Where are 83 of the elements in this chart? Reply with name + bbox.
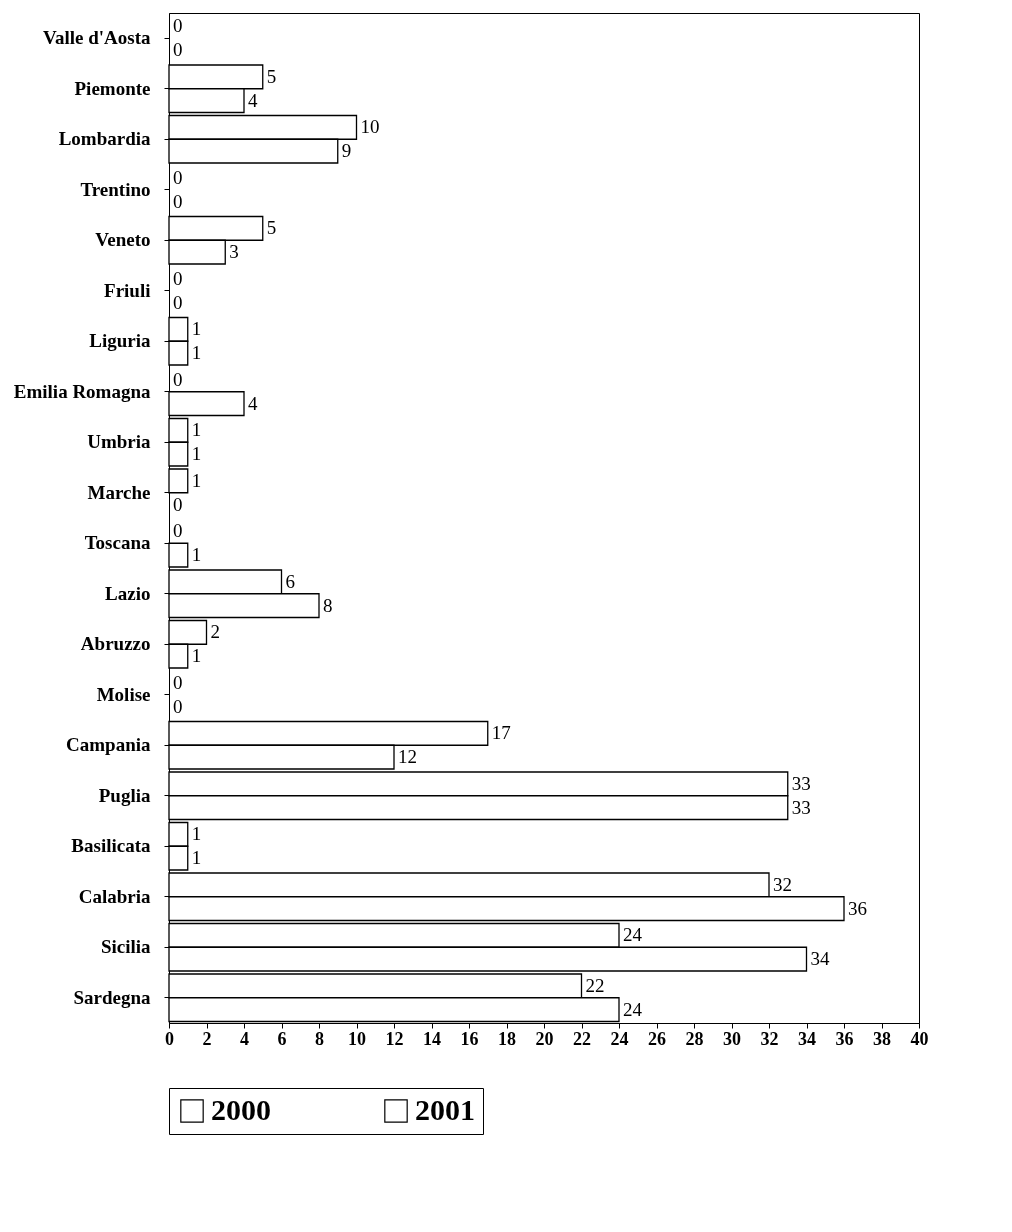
x-tick-label: 18 <box>498 1028 516 1049</box>
data-label: 0 <box>173 267 183 289</box>
data-label: 0 <box>173 695 183 717</box>
data-label: 4 <box>248 89 258 111</box>
data-label: 1 <box>191 443 202 465</box>
x-tick-label: 12 <box>385 1028 404 1049</box>
data-label: 6 <box>285 570 295 592</box>
data-label: 17 <box>491 722 511 744</box>
data-label: 12 <box>398 746 417 768</box>
y-tick-label: Basilicata <box>71 835 151 857</box>
y-tick-label: Valle d'Aosta <box>42 27 151 49</box>
x-tick-label: 26 <box>648 1028 666 1049</box>
data-label: 33 <box>791 772 811 794</box>
data-label: 1 <box>191 342 202 364</box>
x-tick-label: 36 <box>835 1028 854 1049</box>
data-label: 0 <box>173 291 183 313</box>
x-tick-label: 32 <box>760 1028 779 1049</box>
data-label: 1 <box>191 847 202 869</box>
data-label: 0 <box>173 493 183 515</box>
data-label: 1 <box>191 318 202 340</box>
x-tick-label: 20 <box>535 1028 554 1049</box>
data-label: 10 <box>360 116 380 138</box>
y-tick-label: Lombardia <box>58 128 151 150</box>
y-tick-label: Calabria <box>78 885 151 907</box>
data-label: 0 <box>173 190 183 212</box>
data-label: 36 <box>848 897 867 919</box>
y-tick-label: Sicilia <box>100 936 151 958</box>
data-label: 1 <box>191 469 202 491</box>
y-tick-label: Liguria <box>89 330 151 352</box>
data-label: 0 <box>173 368 183 390</box>
y-tick-label: Veneto <box>95 229 151 251</box>
data-label: 22 <box>585 974 605 996</box>
data-label: 0 <box>173 39 183 61</box>
x-tick-label: 38 <box>873 1028 891 1049</box>
data-label: 0 <box>173 166 183 188</box>
data-label: 5 <box>266 217 277 239</box>
y-tick-label: Trentino <box>80 178 151 200</box>
data-label: 1 <box>191 823 202 845</box>
x-tick-label: 24 <box>610 1028 629 1049</box>
data-label: 4 <box>248 392 258 414</box>
data-label: 24 <box>623 924 643 946</box>
data-label: 5 <box>266 65 277 87</box>
x-tick-label: 40 <box>910 1028 929 1049</box>
data-label: 0 <box>173 15 183 37</box>
data-label: 1 <box>191 419 202 441</box>
y-tick-label: Marche <box>87 481 151 503</box>
x-tick-label: 30 <box>723 1028 741 1049</box>
legend-label: 2001 <box>415 1093 475 1126</box>
y-tick-label: Puglia <box>98 784 151 806</box>
data-label: 2 <box>210 621 220 643</box>
data-label: 3 <box>229 241 239 263</box>
x-tick-label: 0 <box>165 1028 174 1049</box>
x-tick-label: 10 <box>348 1028 366 1049</box>
x-tick-label: 14 <box>423 1028 441 1049</box>
x-tick-label: 16 <box>460 1028 479 1049</box>
data-label: 24 <box>623 998 643 1020</box>
y-tick-label: Emilia Romagna <box>13 380 151 402</box>
data-label: 33 <box>791 796 811 818</box>
y-tick-label: Lazio <box>105 582 151 604</box>
x-tick-label: 4 <box>240 1028 249 1049</box>
data-label: 0 <box>173 520 183 542</box>
x-tick-label: 2 <box>202 1028 212 1049</box>
x-tick-label: 6 <box>277 1028 287 1049</box>
x-tick-label: 8 <box>315 1028 324 1049</box>
y-tick-label: Umbria <box>87 431 151 453</box>
data-label: 1 <box>191 544 202 566</box>
y-tick-label: Friuli <box>104 279 151 301</box>
data-label: 0 <box>173 671 183 693</box>
x-tick-label: 22 <box>573 1028 591 1049</box>
y-tick-label: Toscana <box>84 532 151 554</box>
y-tick-label: Sardegna <box>73 986 151 1008</box>
data-label: 8 <box>323 594 333 616</box>
data-label: 9 <box>341 140 352 162</box>
y-tick-label: Molise <box>96 683 151 705</box>
x-tick-label: 28 <box>685 1028 704 1049</box>
y-tick-label: Abruzzo <box>80 633 151 655</box>
legend-label: 2000 <box>211 1093 271 1126</box>
y-tick-label: Campania <box>66 734 151 756</box>
data-label: 32 <box>773 873 792 895</box>
data-label: 1 <box>191 645 202 667</box>
data-label: 34 <box>810 948 830 970</box>
x-tick-label: 34 <box>798 1028 816 1049</box>
y-tick-label: Piemonte <box>74 77 151 99</box>
